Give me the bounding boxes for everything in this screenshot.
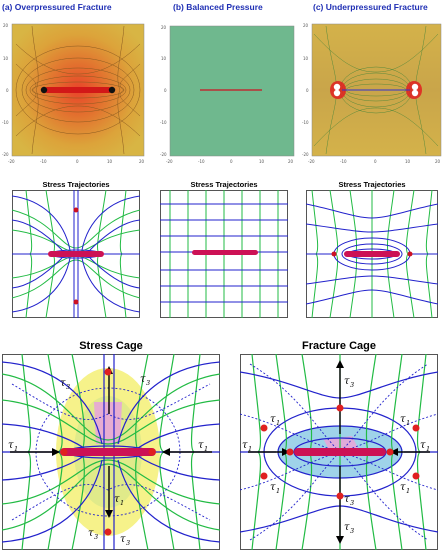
svg-text:10: 10 [303, 56, 309, 61]
stress-cage-tau1-left-sub: 1 [14, 445, 18, 453]
svg-text:10: 10 [405, 159, 411, 164]
svg-text:-20: -20 [302, 152, 309, 157]
stress-cage-tau3-bottom-left: τ [88, 528, 94, 539]
panel-a-plot: 20 10 0 -10 -20 -20 -10 0 10 20 [2, 23, 145, 164]
middle-right-title: Stress Trajectories [338, 180, 406, 189]
fracture-cage-tau3-bottom-sub: 3 [350, 527, 354, 535]
svg-text:-10: -10 [2, 120, 9, 125]
panel-c-plot: 20 10 0 -10 -20 -20 -10 0 10 20 [302, 23, 442, 164]
svg-text:10: 10 [3, 56, 9, 61]
stress-cage-tau1-right: τ [198, 440, 204, 451]
svg-text:20: 20 [288, 159, 294, 164]
middle-left-title: Stress Trajectories [42, 180, 110, 189]
stress-cage-tau1-right-sub: 1 [204, 445, 208, 453]
svg-text:20: 20 [3, 23, 9, 28]
svg-text:10: 10 [107, 159, 113, 164]
fracture-cage-tau3-bottom: τ [344, 522, 350, 533]
fracture-cage-tau1-bottom-left-sub: 1 [276, 487, 280, 495]
svg-text:-10: -10 [160, 120, 167, 125]
svg-text:-10: -10 [198, 159, 205, 164]
svg-text:-20: -20 [160, 152, 167, 157]
fracture-cage-tau1-left-sub: 1 [248, 445, 252, 453]
stress-cage-tau3-bottom-right: τ [120, 534, 126, 545]
panel-b-plot: 20 10 0 -10 -20 -20 -10 0 10 20 [160, 25, 295, 164]
middle-left-trajectories [12, 190, 140, 318]
panel-c-title: (c) Underpressured Fracture [313, 2, 428, 12]
middle-right-trajectories [306, 190, 438, 318]
stress-cage-tau3-top-right: τ [140, 374, 146, 385]
stress-cage-tau3-bottom-right-sub: 3 [126, 539, 130, 547]
fracture-cage-tau1-bottom-right: τ [400, 482, 406, 493]
svg-text:-10: -10 [302, 120, 309, 125]
fracture-cage-tau3-middle-sub: 3 [350, 499, 354, 507]
svg-text:0: 0 [164, 88, 167, 93]
svg-text:-20: -20 [8, 159, 15, 164]
stress-cage-title: Stress Cage [79, 340, 143, 352]
fracture-cage-tau3-top: τ [344, 376, 350, 387]
svg-text:-20: -20 [166, 159, 173, 164]
panel-a-title: (a) Overpressured Fracture [2, 2, 112, 12]
fracture-cage-tau1-top-left: τ [270, 414, 276, 425]
svg-text:0: 0 [374, 159, 377, 164]
svg-text:-10: -10 [40, 159, 47, 164]
svg-text:20: 20 [161, 25, 167, 30]
middle-center-trajectories [160, 190, 288, 318]
fracture-cage-tau1-bottom-left: τ [270, 482, 276, 493]
svg-text:20: 20 [303, 23, 309, 28]
fracture-cage-tau1-top-right-sub: 1 [406, 419, 410, 427]
stress-cage-tau3-top-left: τ [60, 378, 66, 389]
stress-cage-tau1-left: τ [8, 440, 14, 451]
svg-text:0: 0 [230, 159, 233, 164]
svg-text:0: 0 [306, 88, 309, 93]
svg-text:0: 0 [76, 159, 79, 164]
svg-text:0: 0 [6, 88, 9, 93]
fracture-cage-tau1-top-left-sub: 1 [276, 419, 280, 427]
fracture-cage-diagram: τ 1 τ 1 τ 1 τ 1 τ 1 τ 1 τ 3 τ 3 τ 3 [240, 354, 438, 550]
svg-text:-10: -10 [340, 159, 347, 164]
fracture-cage-tau1-bottom-right-sub: 1 [406, 487, 410, 495]
stress-cage-tau1-bottom: τ [114, 494, 120, 505]
stress-cage-tau3-bottom-left-sub: 3 [94, 533, 98, 541]
fracture-cage-tau1-right: τ [420, 440, 426, 451]
middle-center-title: Stress Trajectories [190, 180, 258, 189]
stress-cage-tau3-top-left-sub: 3 [66, 383, 70, 391]
svg-text:-20: -20 [308, 159, 315, 164]
fracture-cage-tau1-left: τ [242, 440, 248, 451]
stress-cage-diagram: τ 1 τ 1 τ 1 τ 3 τ 3 τ 3 τ 3 [2, 354, 220, 550]
fracture-cage-title: Fracture Cage [302, 340, 376, 352]
svg-text:10: 10 [161, 56, 167, 61]
fracture-cage-tau1-top-right: τ [400, 414, 406, 425]
stress-cage-tau1-bottom-sub: 1 [120, 499, 124, 507]
svg-text:20: 20 [435, 159, 441, 164]
svg-text:10: 10 [259, 159, 265, 164]
fracture-cage-tau3-middle: τ [344, 494, 350, 505]
fracture-cage-tau3-top-sub: 3 [350, 381, 354, 389]
svg-text:20: 20 [139, 159, 145, 164]
stress-cage-tau3-top-right-sub: 3 [146, 379, 150, 387]
svg-text:-20: -20 [2, 152, 9, 157]
fracture-cage-tau1-right-sub: 1 [426, 445, 430, 453]
panel-b-title: (b) Balanced Pressure [173, 2, 263, 12]
